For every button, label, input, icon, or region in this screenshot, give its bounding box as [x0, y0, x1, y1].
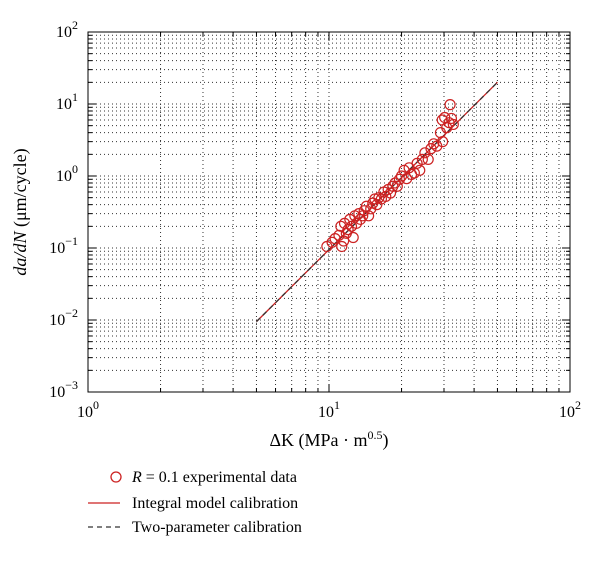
y-tick-label-exponent: 2: [72, 18, 78, 32]
x-tick-label: 100: [77, 398, 99, 421]
experimental-points: [321, 99, 459, 253]
data-point: [384, 187, 397, 199]
data-point: [338, 235, 350, 247]
data-point: [422, 153, 434, 166]
y-tick-label-exponent: −3: [65, 378, 78, 392]
data-point: [363, 210, 375, 222]
grid: [88, 32, 570, 392]
x-axis-label: ΔK (MPa · m0.5): [269, 428, 388, 451]
data-point: [393, 173, 406, 185]
legend-marker-experimental: [110, 471, 122, 483]
data-point: [387, 180, 399, 192]
legend: R = 0.1 experimental data Integral model…: [88, 469, 302, 536]
y-tick-label-exponent: −2: [65, 306, 78, 320]
x-tick-label-exponent: 0: [93, 398, 99, 412]
data-point: [436, 136, 449, 148]
legend-label-experimental-var: R: [131, 469, 142, 486]
legend-label-experimental: R = 0.1 experimental data: [131, 469, 297, 486]
x-tick-label: 102: [559, 398, 581, 421]
data-point: [347, 231, 359, 244]
data-point: [357, 210, 369, 222]
data-point: [419, 147, 431, 159]
legend-label-experimental-rest: = 0.1 experimental data: [142, 469, 297, 486]
legend-label-two-parameter: Two-parameter calibration: [132, 519, 302, 536]
data-point: [414, 164, 426, 176]
y-axis-label-units: (μm/cycle): [10, 148, 31, 231]
x-axis-label-exponent: 0.5: [368, 428, 383, 442]
y-tick-label-base: 10: [49, 240, 65, 257]
y-tick-label: 102: [56, 18, 78, 41]
x-axis-label-main: ΔK (MPa · m: [269, 430, 367, 451]
x-tick-label-base: 10: [318, 404, 334, 421]
x-tick-label-base: 10: [77, 404, 93, 421]
y-tick-label: 10−2: [49, 306, 78, 329]
y-tick-label-base: 10: [49, 384, 65, 401]
x-tick-label-base: 10: [559, 404, 575, 421]
y-tick-label-base: 10: [56, 24, 72, 41]
y-tick-label-exponent: 0: [72, 162, 78, 176]
y-axis-label-variable: da/dN: [10, 231, 30, 276]
data-point: [447, 118, 459, 131]
data-point: [445, 112, 457, 125]
data-point: [391, 180, 403, 192]
y-tick-label-base: 10: [56, 168, 72, 185]
data-point: [336, 240, 348, 253]
x-axis-label-tail: ): [383, 430, 389, 451]
y-tick-label: 10−3: [49, 378, 78, 401]
data-point: [444, 99, 456, 111]
data-point: [329, 233, 341, 245]
y-tick-label: 101: [56, 90, 78, 113]
data-point: [326, 236, 338, 248]
y-tick-label: 10−1: [49, 234, 78, 257]
y-tick-label-base: 10: [49, 312, 65, 329]
y-tick-label-exponent: 1: [72, 90, 78, 104]
x-tick-label: 101: [318, 398, 340, 421]
legend-label-integral: Integral model calibration: [132, 495, 298, 512]
data-point: [335, 220, 347, 232]
x-tick-label-exponent: 1: [334, 398, 340, 412]
data-point: [365, 203, 377, 215]
y-tick-label-exponent: −1: [65, 234, 78, 248]
y-tick-label: 100: [56, 162, 78, 185]
y-tick-label-base: 10: [56, 96, 72, 113]
x-tick-label-exponent: 2: [575, 398, 581, 412]
data-point: [416, 153, 428, 166]
y-axis-label: da/dN (μm/cycle): [10, 148, 31, 275]
data-point: [436, 114, 448, 126]
